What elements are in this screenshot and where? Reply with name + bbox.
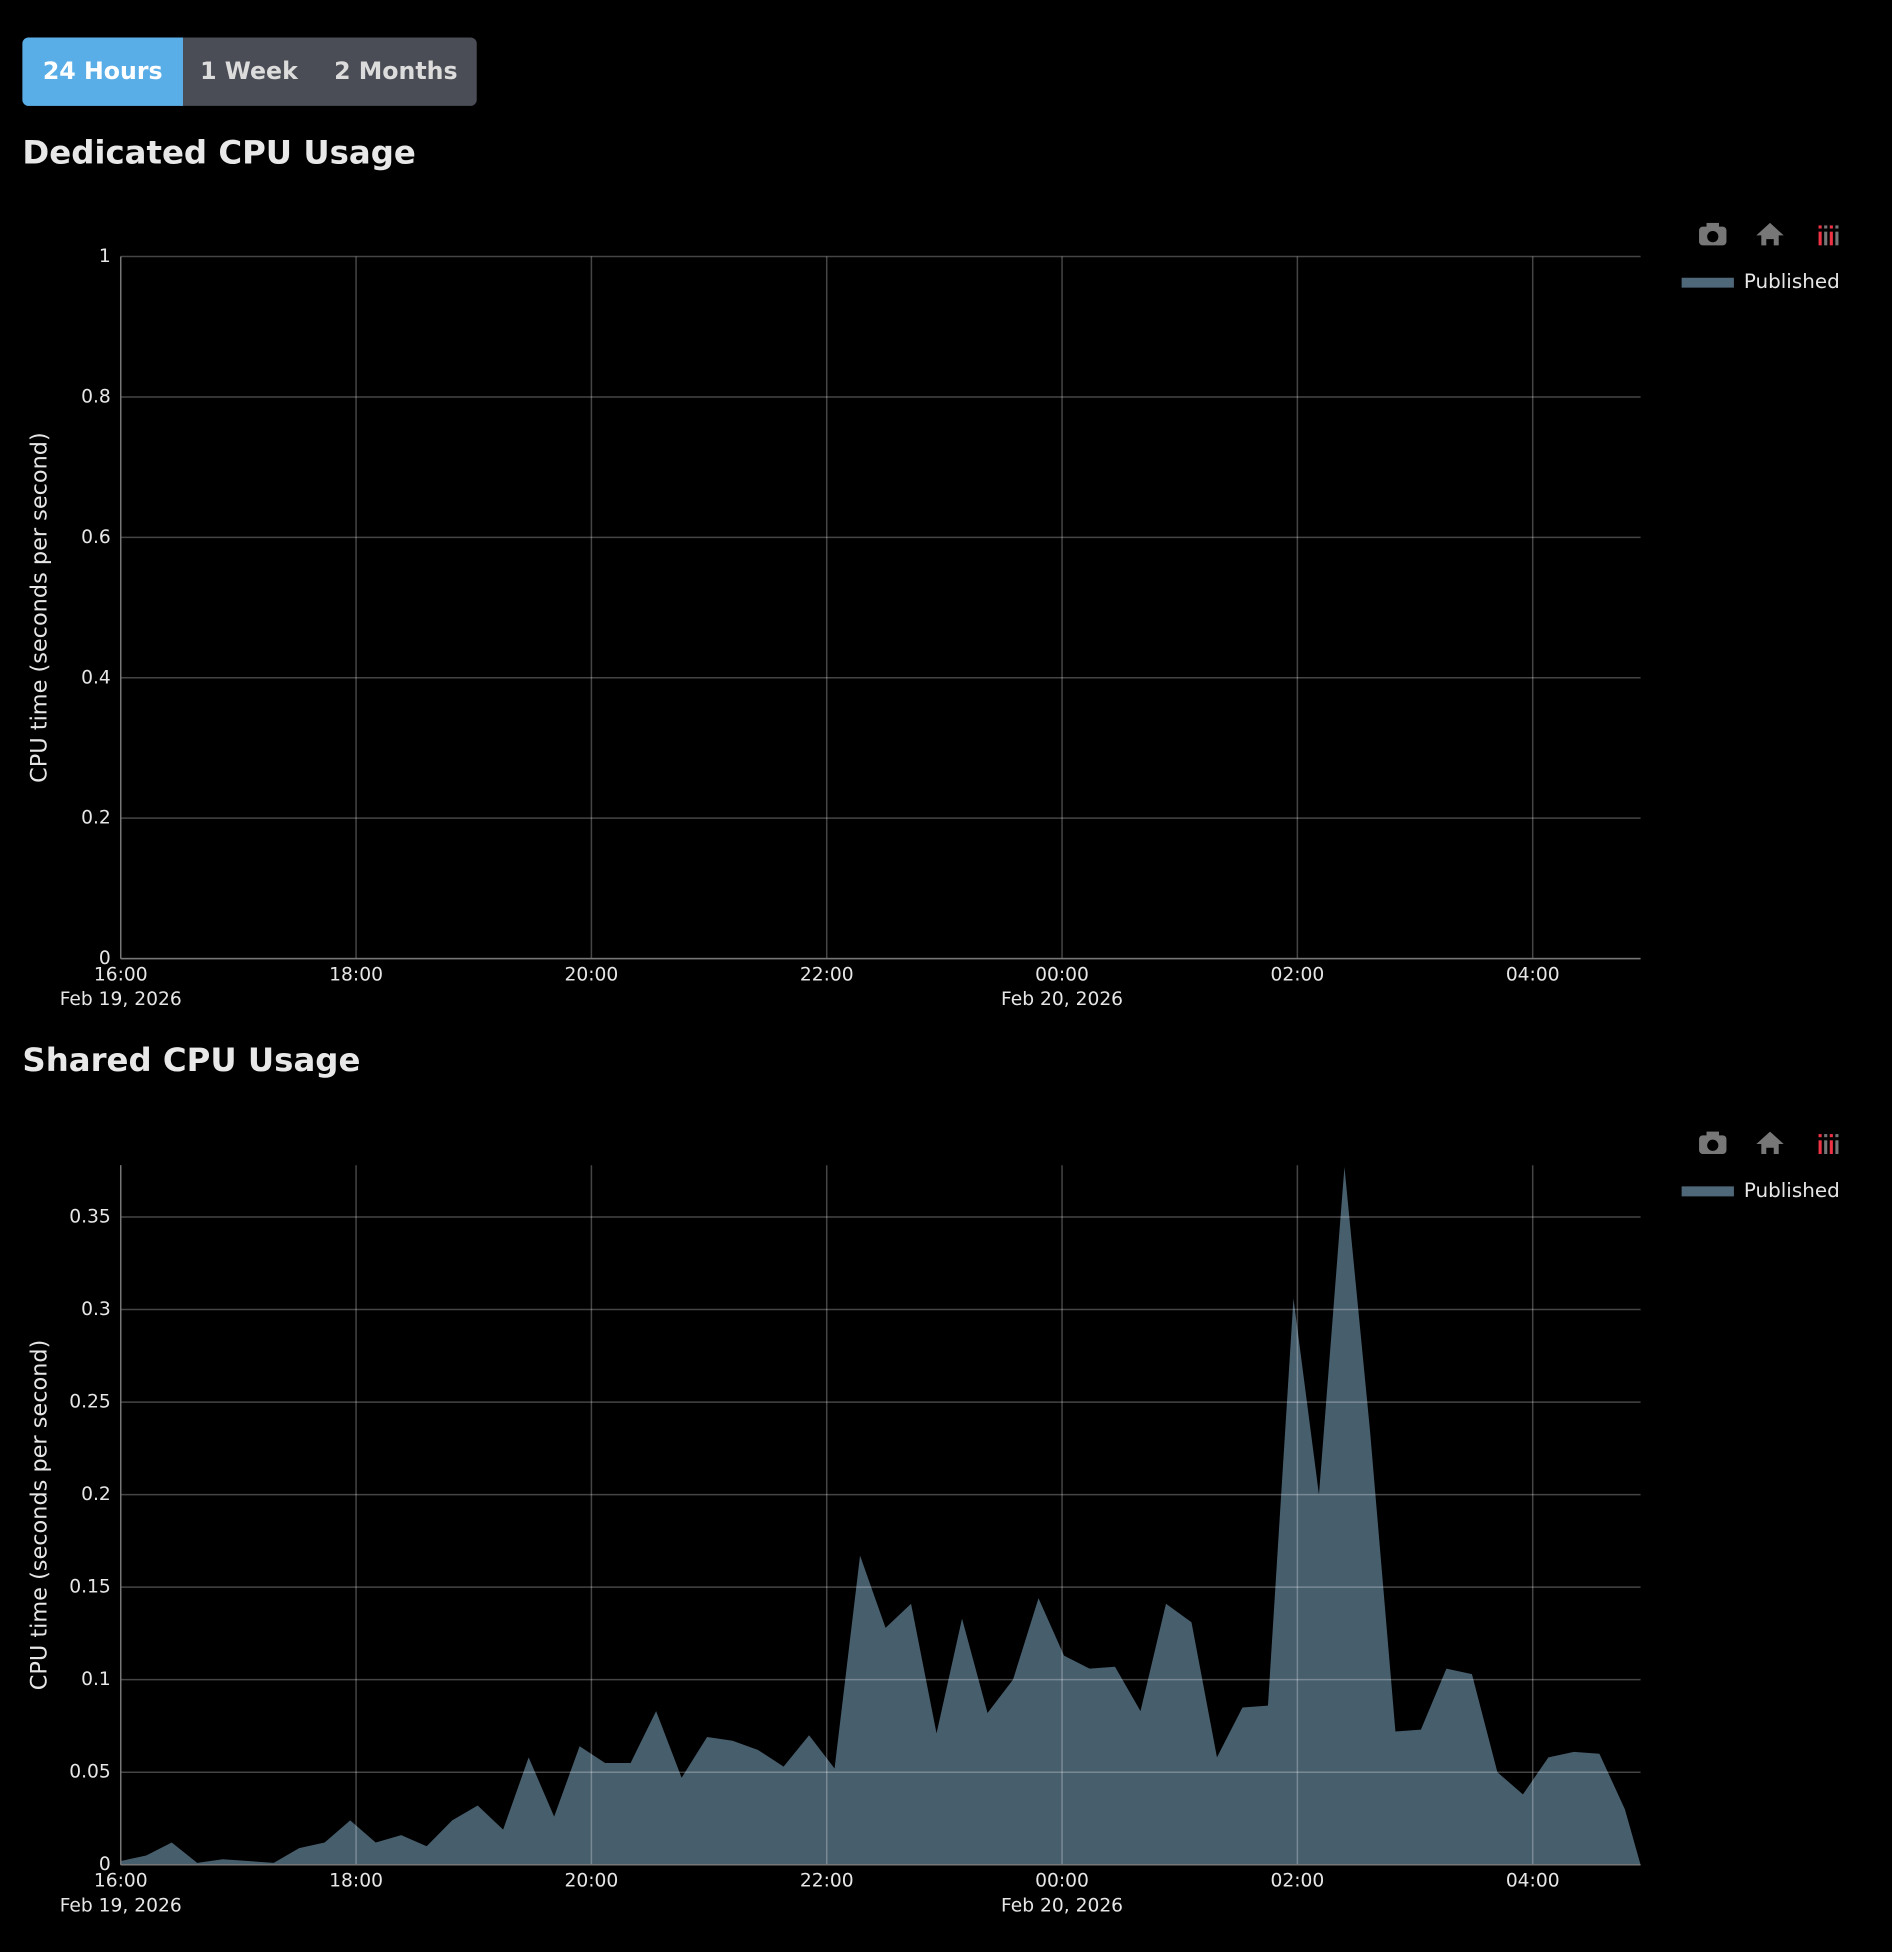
range-button[interactable]: 24 Hours xyxy=(22,37,183,106)
compare-bar xyxy=(1824,231,1828,246)
y-tick-label: 0.35 xyxy=(69,1207,111,1228)
y-tick-label: 0.2 xyxy=(81,808,111,829)
button-label: 1 Week xyxy=(200,57,299,85)
x-tick-label: 16:00 xyxy=(94,1870,148,1891)
camera-lens xyxy=(1707,231,1719,243)
compare-dot xyxy=(1818,225,1822,229)
x-tick-label: 18:00 xyxy=(329,964,383,985)
x-tick-label: 04:00 xyxy=(1506,964,1560,985)
area xyxy=(120,1167,1641,1865)
legend-item[interactable]: Published xyxy=(1681,270,1840,293)
x-tick-label: 16:00 xyxy=(94,964,148,985)
legend-label: Published xyxy=(1744,270,1840,293)
x-tick-label: 20:00 xyxy=(565,964,619,985)
camera-icon[interactable] xyxy=(1699,222,1727,246)
compare-bar xyxy=(1835,231,1839,246)
x-date-label: Feb 20, 2026 xyxy=(1001,1895,1123,1916)
compare-dot xyxy=(1835,225,1839,229)
x-date-label: Feb 20, 2026 xyxy=(1001,989,1123,1010)
compare-dot xyxy=(1829,225,1833,229)
chart-title: Shared CPU Usage xyxy=(22,1041,360,1079)
y-tick-label: 0.15 xyxy=(69,1577,111,1598)
compare-bar xyxy=(1818,231,1822,246)
x-tick-label: 22:00 xyxy=(800,964,854,985)
x-date-label: Feb 19, 2026 xyxy=(60,1895,182,1916)
y-tick-label: 0.3 xyxy=(81,1299,111,1320)
compare-bar xyxy=(1824,1140,1828,1154)
compare-bar xyxy=(1835,1140,1839,1154)
compare-dot xyxy=(1824,1134,1828,1138)
legend-item[interactable]: Published xyxy=(1681,1179,1840,1202)
y-tick-label: 0.8 xyxy=(81,386,111,407)
y-tick-label: 0.6 xyxy=(81,527,111,548)
y-tick-label: 0.25 xyxy=(69,1392,111,1413)
y-tick-label: 1 xyxy=(99,246,111,267)
compare-bar xyxy=(1818,1140,1822,1154)
range-button[interactable]: 2 Months xyxy=(334,57,457,85)
camera-top xyxy=(1706,1131,1719,1137)
home-icon[interactable] xyxy=(1756,1131,1784,1154)
y-tick-label: 0.2 xyxy=(81,1484,111,1505)
camera-top xyxy=(1706,222,1719,228)
y-tick-label: 0.4 xyxy=(81,667,111,688)
x-tick-label: 04:00 xyxy=(1506,1870,1560,1891)
compare-bar xyxy=(1829,1140,1833,1154)
y-axis-title: CPU time (seconds per second) xyxy=(26,432,52,783)
compare-dot xyxy=(1824,225,1828,229)
legend-label: Published xyxy=(1744,1179,1840,1202)
home-icon[interactable] xyxy=(1756,222,1784,246)
x-tick-label: 18:00 xyxy=(329,1870,383,1891)
x-tick-label: 00:00 xyxy=(1035,964,1089,985)
y-axis-title: CPU time (seconds per second) xyxy=(26,1340,52,1691)
camera-icon[interactable] xyxy=(1699,1131,1727,1154)
chart-title: Dedicated CPU Usage xyxy=(22,133,415,171)
x-date-label: Feb 19, 2026 xyxy=(60,989,182,1010)
x-tick-label: 02:00 xyxy=(1270,1870,1324,1891)
camera-lens xyxy=(1707,1139,1719,1151)
y-tick-label: 0.1 xyxy=(81,1669,111,1690)
range-button[interactable]: 1 Week xyxy=(200,57,299,85)
button-bg xyxy=(22,37,183,106)
button-label: 24 Hours xyxy=(43,57,163,85)
compare-dot xyxy=(1818,1134,1822,1138)
x-tick-label: 02:00 xyxy=(1270,964,1324,985)
y-tick-label: 0 xyxy=(99,1854,111,1875)
y-tick-label: 0.05 xyxy=(69,1762,111,1783)
compare-dot xyxy=(1835,1134,1839,1138)
compare-dot xyxy=(1829,1134,1833,1138)
compare-icon[interactable] xyxy=(1818,1134,1839,1154)
button-label: 2 Months xyxy=(334,57,457,85)
x-tick-label: 00:00 xyxy=(1035,1870,1089,1891)
compare-bar xyxy=(1829,231,1833,246)
x-tick-label: 20:00 xyxy=(565,1870,619,1891)
y-tick-label: 0 xyxy=(99,948,111,969)
compare-icon[interactable] xyxy=(1818,225,1839,246)
x-tick-label: 22:00 xyxy=(800,1870,854,1891)
